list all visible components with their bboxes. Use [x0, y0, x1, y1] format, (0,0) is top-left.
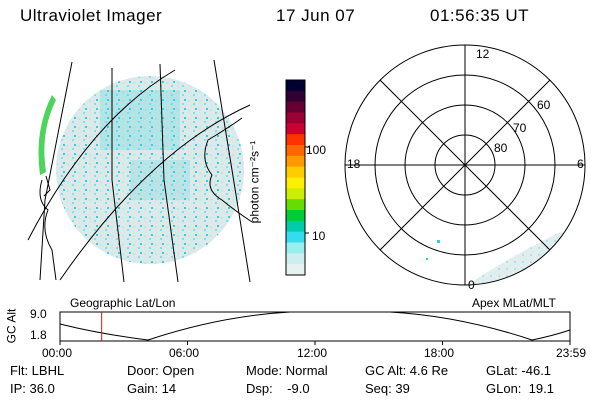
- altitude-timeline: [59, 311, 571, 345]
- timeline-xtick-3: 18:00: [424, 346, 455, 360]
- polar-lat-60: 60: [537, 98, 551, 112]
- colorbar-stripe: [286, 145, 305, 157]
- colorbar-stripe: [286, 101, 305, 113]
- colorbar-stripe: [286, 134, 305, 146]
- colorbar-stripe: [286, 210, 305, 222]
- footer-dsp: Dsp: -9.0: [246, 381, 310, 396]
- polar-lat-80: 80: [494, 141, 508, 155]
- colorbar-stripe: [286, 166, 305, 178]
- colorbar-stripe: [286, 90, 305, 103]
- geographic-label: Geographic Lat/Lon: [70, 296, 176, 310]
- apex-label: Apex MLat/MLT: [472, 296, 556, 310]
- colorbar-stripe: [286, 220, 305, 233]
- footer-seq: Seq: 39: [365, 381, 410, 396]
- timeline-xtick-2: 12:00: [297, 346, 328, 360]
- colorbar-stripe: [286, 177, 305, 189]
- colorbar: [285, 79, 309, 276]
- timeline-xtick-0: 00:00: [42, 346, 73, 360]
- colorbar-stripe: [286, 112, 305, 124]
- colorbar-stripe: [286, 80, 305, 92]
- footer-mode: Mode: Normal: [246, 363, 328, 378]
- app-title: Ultraviolet Imager: [20, 6, 163, 25]
- date-readout: 17 Jun 07: [276, 6, 356, 25]
- colorbar-stripe: [286, 123, 305, 135]
- polar-label-18: 18: [347, 157, 361, 171]
- footer-filter: Flt: LBHL: [10, 363, 65, 378]
- footer-glat: GLat: -46.1: [486, 363, 552, 378]
- footer-door: Door: Open: [127, 363, 195, 378]
- polar-plot: [344, 44, 586, 286]
- footer-gc-alt: GC Alt: 4.6 Re: [365, 363, 449, 378]
- colorbar-stripe: [286, 253, 305, 265]
- colorbar-stripe: [286, 155, 305, 168]
- colorbar-tick-10: 10: [312, 229, 326, 243]
- polar-label-12: 12: [476, 47, 490, 61]
- time-readout: 01:56:35 UT: [430, 6, 530, 25]
- timeline-xtick-4: 23:59: [556, 346, 587, 360]
- colorbar-frame: [285, 79, 306, 276]
- colorbar-tick-100: 100: [306, 143, 327, 157]
- colorbar-unit-label: photon cm⁻²s⁻¹: [247, 140, 262, 224]
- timeline-ytick-max: 9.0: [30, 307, 47, 321]
- timeline-xtick-1: 06:00: [169, 346, 200, 360]
- timeline-ytick-min: 1.8: [30, 328, 47, 342]
- timeline-ylabel: GC Alt: [4, 308, 19, 344]
- polar-label-6: 6: [577, 157, 584, 171]
- footer-ip: IP: 36.0: [10, 381, 55, 396]
- colorbar-stripe: [286, 242, 305, 254]
- colorbar-stripe: [286, 199, 305, 211]
- colorbar-stripe: [286, 264, 305, 276]
- colorbar-stripe: [286, 231, 305, 243]
- colorbar-stripe: [286, 188, 305, 200]
- polar-lat-70: 70: [513, 121, 527, 135]
- footer-gain: Gain: 14: [127, 381, 177, 396]
- polar-label-0: 0: [468, 278, 475, 292]
- footer-glon: GLon: 19.1: [486, 381, 554, 396]
- geographic-image: [27, 59, 253, 283]
